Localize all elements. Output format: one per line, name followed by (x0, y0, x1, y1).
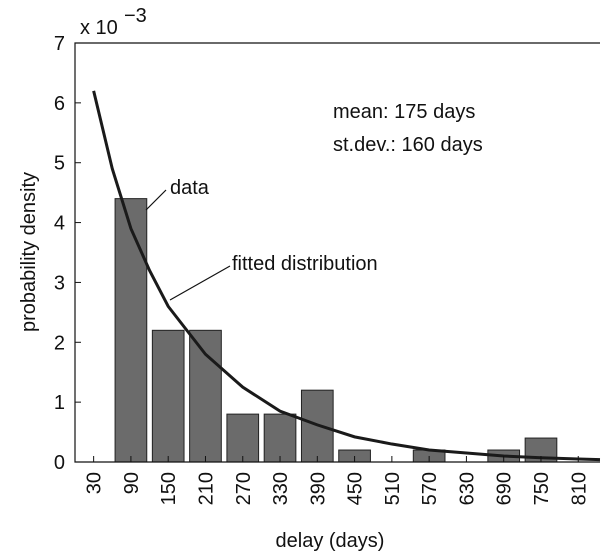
x-tick-label: 270 (233, 472, 255, 505)
x-tick-label: 690 (494, 472, 516, 505)
annotation: fitted distribution (232, 253, 378, 275)
x-tick-label: 390 (307, 472, 329, 505)
x-tick-label: 450 (345, 472, 367, 505)
y-exponent-power: −3 (124, 5, 147, 27)
x-tick-label: 630 (456, 472, 478, 505)
fitted-curve (92, 90, 601, 462)
leader-line (169, 265, 231, 301)
x-tick-label: 810 (568, 472, 590, 505)
axis-frame (74, 42, 600, 463)
y-exponent-base: x 10 (80, 17, 118, 39)
y-tick-label: 2 (54, 332, 65, 354)
annotation: mean: 175 days (333, 101, 475, 123)
x-tick-label: 30 (84, 472, 106, 494)
y-tick-label: 3 (54, 272, 65, 294)
annotation: st.dev.: 160 days (333, 134, 483, 156)
y-tick-label: 6 (54, 93, 65, 115)
x-axis-label: delay (days) (276, 530, 385, 552)
bar (189, 329, 222, 463)
x-tick-label: 150 (158, 472, 180, 505)
leader-line (145, 189, 167, 211)
x-tick-label: 90 (121, 472, 143, 494)
y-tick-label: 7 (54, 33, 65, 55)
y-tick-label: 1 (54, 392, 65, 414)
bar (263, 413, 297, 463)
bar (226, 413, 260, 463)
x-tick-label: 750 (531, 472, 553, 505)
x-tick-label: 510 (382, 472, 404, 505)
y-tick-label: 4 (54, 213, 65, 235)
bar (151, 329, 185, 463)
x-tick-label: 210 (195, 472, 217, 505)
annotation: data (170, 177, 210, 199)
bar (114, 198, 148, 463)
y-tick-label: 5 (54, 153, 65, 175)
x-tick-label: 570 (419, 472, 441, 505)
y-axis-label: probability density (18, 172, 40, 332)
x-tick-label: 330 (270, 472, 292, 505)
y-tick-label: 0 (54, 452, 65, 474)
